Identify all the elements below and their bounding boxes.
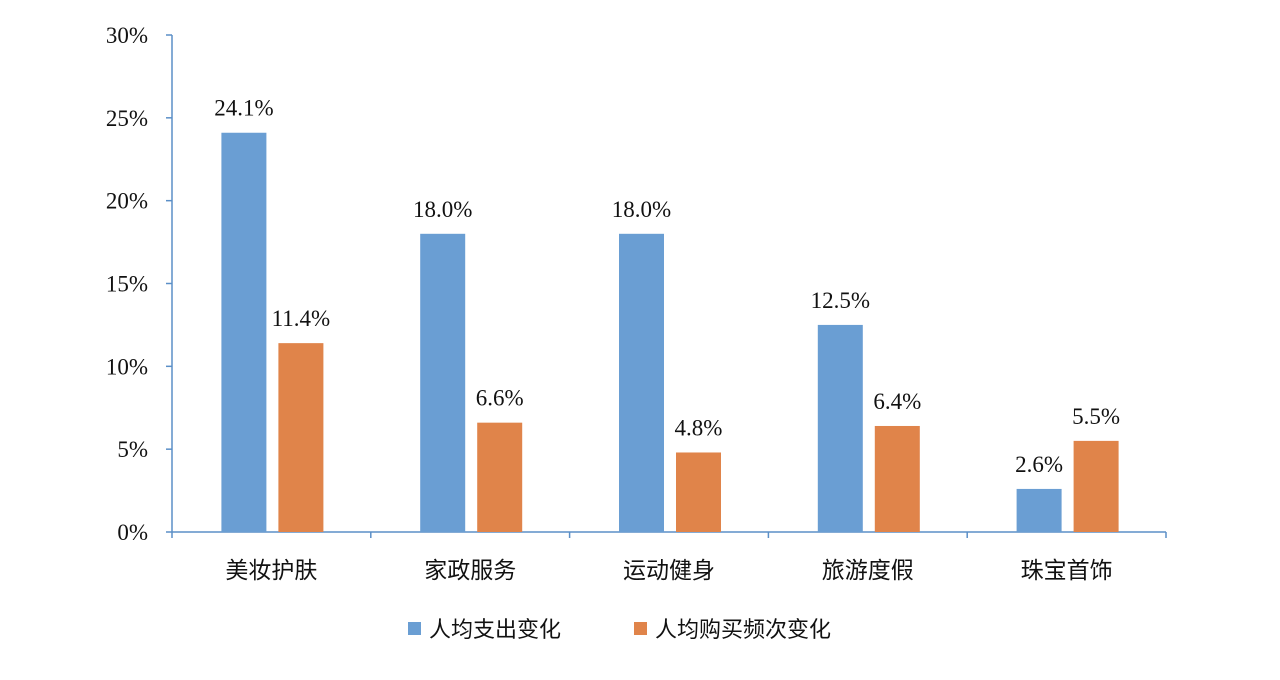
legend-swatch bbox=[408, 622, 421, 635]
x-category-label: 家政服务 bbox=[424, 558, 516, 584]
bar-spend-change bbox=[817, 324, 863, 532]
data-labels: 24.1% 18.0% 18.0% 12.5% 2.6% 11.4% 6.6% 4.8% 6.4… bbox=[214, 96, 1120, 477]
bar-spend-change bbox=[221, 132, 267, 532]
x-category-label: 旅游度假 bbox=[822, 558, 914, 584]
data-label: 6.6% bbox=[476, 386, 524, 411]
x-category-label: 珠宝首饰 bbox=[1021, 558, 1113, 584]
legend: 人均支出变化 人均购买频次变化 bbox=[408, 618, 831, 643]
bar-frequency-change bbox=[874, 425, 920, 532]
data-label: 18.0% bbox=[413, 197, 472, 222]
bar-frequency-change bbox=[676, 452, 721, 532]
bar-spend-change bbox=[420, 233, 466, 533]
y-tick-label: 10% bbox=[106, 354, 148, 379]
bar-spend-change bbox=[619, 233, 664, 533]
y-tick-label: 30% bbox=[106, 23, 148, 48]
bar-spend-change bbox=[1016, 488, 1062, 532]
x-category-label: 运动健身 bbox=[623, 558, 715, 584]
y-tick-label: 5% bbox=[117, 437, 148, 462]
bar-frequency-change bbox=[278, 343, 324, 532]
data-label: 18.0% bbox=[612, 197, 671, 222]
data-label: 12.5% bbox=[811, 288, 870, 313]
legend-entry-label: 人均支出变化 bbox=[429, 618, 561, 643]
data-label: 11.4% bbox=[272, 306, 331, 331]
x-category-label: 美妆护肤 bbox=[225, 558, 317, 584]
data-label: 4.8% bbox=[675, 415, 723, 440]
bar-frequency-change bbox=[1073, 440, 1119, 532]
data-label: 2.6% bbox=[1015, 452, 1063, 477]
bars bbox=[221, 132, 1119, 533]
data-label: 24.1% bbox=[214, 96, 273, 121]
legend-entry-label: 人均购买频次变化 bbox=[655, 618, 831, 643]
data-label: 6.4% bbox=[873, 389, 921, 414]
y-axis: 0% 5% 10% 15% 20% 25% 30% bbox=[106, 23, 173, 545]
legend-swatch bbox=[634, 622, 647, 635]
x-axis: 美妆护肤 家政服务 运动健身 旅游度假 珠宝首饰 bbox=[171, 531, 1167, 584]
y-tick-label: 0% bbox=[117, 520, 148, 545]
y-tick-label: 25% bbox=[106, 106, 148, 131]
y-tick-label: 20% bbox=[106, 189, 148, 214]
data-label: 5.5% bbox=[1072, 404, 1120, 429]
bar-frequency-change bbox=[477, 422, 523, 532]
y-tick-label: 15% bbox=[106, 272, 148, 297]
